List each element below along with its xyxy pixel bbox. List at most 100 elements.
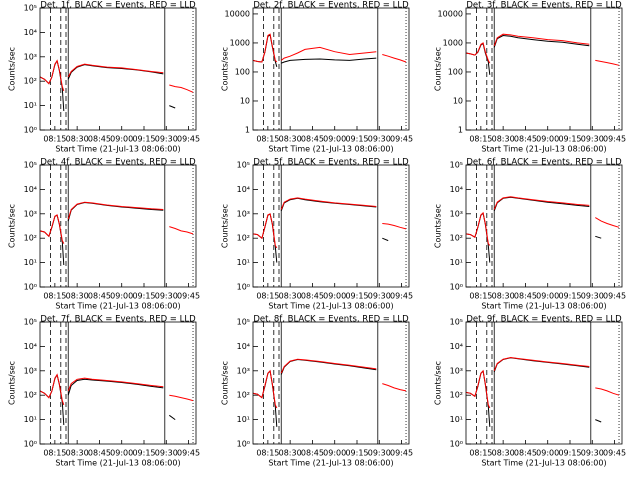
y-tick-label: 10⁴	[24, 28, 37, 37]
x-tick-label: 08:45	[514, 449, 537, 458]
y-axis-label: Counts/sec	[221, 361, 230, 405]
x-tick-label: 08:45	[301, 135, 324, 144]
x-tick-label: 08:15	[43, 292, 66, 301]
y-tick-label: 10⁴	[237, 185, 250, 194]
x-tick-label: 09:30	[581, 449, 604, 458]
x-tick-label: 08:45	[514, 292, 537, 301]
series-line	[252, 197, 407, 249]
panel-title: Det. 1f, BLACK = Events, RED = LLD	[40, 1, 196, 11]
x-tick-label: 09:30	[368, 292, 391, 301]
y-tick-label: 10²	[237, 234, 250, 243]
x-axis-label: Start Time (21-Jul-13 08:06:00)	[481, 302, 606, 311]
y-axis-label: Counts/sec	[221, 204, 230, 248]
x-tick-label: 09:15	[345, 292, 368, 301]
y-tick-label: 10⁴	[450, 342, 463, 351]
series-line	[39, 59, 176, 112]
x-tick-label: 09:45	[390, 292, 413, 301]
x-tick-label: 09:45	[603, 449, 626, 458]
x-tick-label: 08:15	[43, 135, 66, 144]
x-axis-label: Start Time (21-Jul-13 08:06:00)	[481, 145, 606, 154]
x-tick-label: 09:00	[536, 292, 559, 301]
series-line	[465, 33, 620, 66]
x-tick-label: 09:30	[368, 449, 391, 458]
x-axis-label: Start Time (21-Jul-13 08:06:00)	[268, 302, 393, 311]
x-tick-label: 09:45	[177, 292, 200, 301]
x-tick-label: 08:30	[492, 135, 515, 144]
y-tick-label: 10⁴	[24, 342, 37, 351]
series-line	[39, 373, 194, 406]
y-tick-label: 10³	[24, 366, 37, 375]
series-line	[39, 201, 194, 244]
y-axis-label: Counts/sec	[434, 47, 443, 91]
series-line	[465, 356, 620, 409]
plot-frame	[465, 164, 623, 288]
x-tick-label: 09:30	[581, 292, 604, 301]
y-tick-label: 10⁵	[24, 4, 37, 13]
y-tick-label: 10²	[24, 234, 37, 243]
y-tick-label: 10⁵	[237, 318, 250, 327]
y-tick-label: 10²	[450, 391, 463, 400]
plot-frame	[39, 164, 197, 288]
x-tick-label: 09:30	[581, 135, 604, 144]
panel: Det. 5f, BLACK = Events, RED = LLD Start …	[221, 158, 414, 311]
y-tick-label: 10⁴	[450, 185, 463, 194]
y-axis-label: Counts/sec	[434, 361, 443, 405]
x-axis-label: Start Time (21-Jul-13 08:06:00)	[55, 459, 180, 468]
y-tick-label: 10⁰	[450, 283, 463, 292]
y-tick-label: 10¹	[237, 258, 250, 267]
x-tick-label: 09:00	[536, 135, 559, 144]
panel: Det. 9f, BLACK = Events, RED = LLD Start …	[434, 315, 627, 468]
plot-frame	[39, 7, 197, 131]
x-tick-label: 08:45	[88, 449, 111, 458]
y-tick-label: 10³	[24, 52, 37, 61]
series-line	[252, 33, 407, 63]
y-tick-label: 10²	[24, 391, 37, 400]
plot-frame	[465, 7, 623, 131]
y-tick-label: 10⁰	[24, 283, 37, 292]
y-axis-label: Counts/sec	[221, 47, 230, 91]
x-tick-label: 09:30	[368, 135, 391, 144]
plot-frame	[252, 164, 410, 288]
x-axis-label: Start Time (21-Jul-13 08:06:00)	[55, 145, 180, 154]
y-tick-label: 10²	[450, 234, 463, 243]
x-tick-label: 08:15	[256, 292, 279, 301]
y-tick-label: 10³	[450, 209, 463, 218]
panel: Det. 4f, BLACK = Events, RED = LLD Start …	[8, 158, 201, 311]
y-tick-label: 10⁴	[24, 185, 37, 194]
x-tick-label: 09:15	[132, 449, 155, 458]
x-tick-label: 09:15	[132, 135, 155, 144]
x-tick-label: 09:00	[323, 449, 346, 458]
x-tick-label: 08:45	[301, 449, 324, 458]
y-tick-label: 10⁵	[24, 161, 37, 170]
y-tick-label: 10⁴	[237, 342, 250, 351]
x-tick-label: 08:45	[514, 135, 537, 144]
x-tick-label: 08:30	[279, 135, 302, 144]
y-axis-label: Counts/sec	[8, 361, 17, 405]
x-tick-label: 09:00	[536, 449, 559, 458]
x-tick-label: 09:15	[345, 449, 368, 458]
x-tick-label: 09:45	[177, 135, 200, 144]
x-tick-label: 08:15	[469, 449, 492, 458]
x-tick-label: 09:45	[390, 135, 413, 144]
y-tick-label: 10⁰	[237, 440, 250, 449]
panel: Det. 7f, BLACK = Events, RED = LLD Start …	[8, 315, 201, 468]
panel: Det. 8f, BLACK = Events, RED = LLD Start …	[221, 315, 414, 468]
x-tick-label: 08:15	[256, 135, 279, 144]
series-line	[252, 358, 407, 409]
x-tick-label: 08:30	[492, 449, 515, 458]
x-tick-label: 09:30	[155, 449, 178, 458]
y-tick-label: 10²	[237, 391, 250, 400]
y-tick-label: 10¹	[450, 258, 463, 267]
plot-frame	[39, 321, 197, 445]
x-tick-label: 08:30	[279, 292, 302, 301]
x-tick-label: 08:30	[66, 449, 89, 458]
x-tick-label: 09:15	[132, 292, 155, 301]
x-axis-label: Start Time (21-Jul-13 08:06:00)	[268, 459, 393, 468]
x-tick-label: 08:30	[492, 292, 515, 301]
panel-title: Det. 5f, BLACK = Events, RED = LLD	[253, 158, 409, 168]
panel-title: Det. 6f, BLACK = Events, RED = LLD	[466, 158, 622, 168]
series-line	[39, 201, 164, 266]
x-tick-label: 08:45	[88, 135, 111, 144]
x-axis-label: Start Time (21-Jul-13 08:06:00)	[481, 459, 606, 468]
